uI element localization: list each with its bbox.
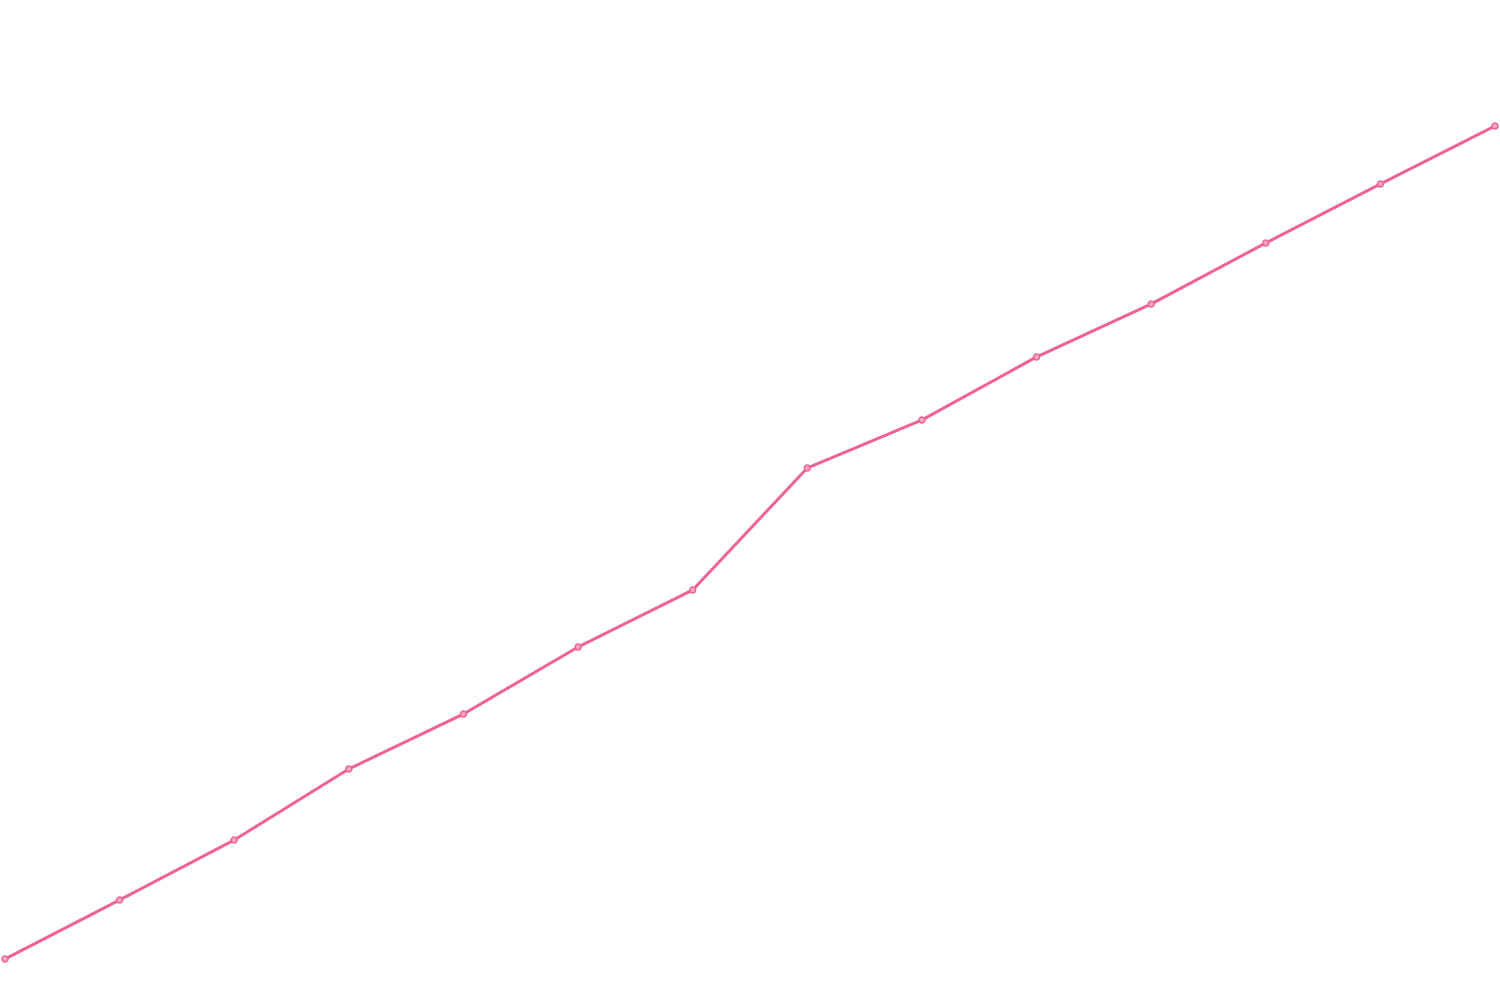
data-point-1[interactable] (115, 896, 124, 904)
data-point-3[interactable] (345, 765, 353, 773)
data-point-6[interactable] (688, 586, 697, 594)
data-point-8[interactable] (918, 416, 926, 424)
series-layer (1, 122, 1499, 963)
series-line-0 (3, 124, 1497, 961)
data-point-7[interactable] (803, 464, 812, 472)
data-point-13[interactable] (1491, 122, 1499, 130)
data-point-11[interactable] (1262, 239, 1270, 247)
data-point-10[interactable] (1147, 300, 1155, 308)
data-point-0[interactable] (1, 955, 9, 963)
data-point-12[interactable] (1376, 180, 1385, 188)
data-point-4[interactable] (459, 710, 468, 718)
data-point-9[interactable] (1032, 353, 1041, 361)
data-point-2[interactable] (230, 836, 238, 844)
data-point-5[interactable] (574, 643, 582, 651)
